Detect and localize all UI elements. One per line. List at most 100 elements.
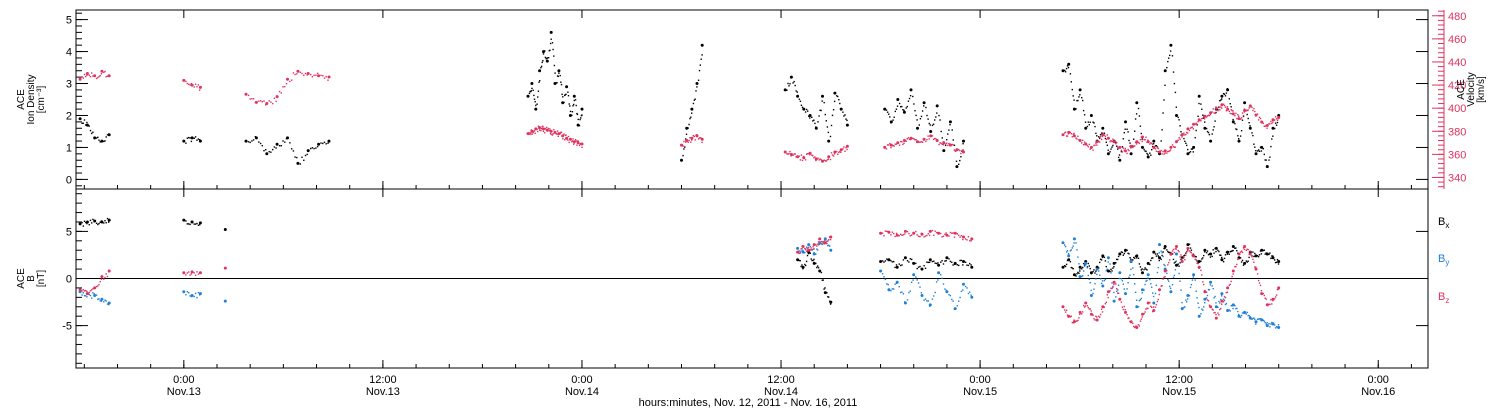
data-point (1239, 135, 1242, 137)
data-point (306, 149, 310, 153)
data-point (1106, 136, 1110, 140)
data-point (1209, 139, 1213, 143)
data-point (528, 92, 531, 95)
data-point (1252, 251, 1254, 253)
data-point (1173, 146, 1176, 148)
data-point (190, 83, 193, 85)
data-point (97, 285, 99, 287)
data-point (688, 139, 690, 142)
data-point (1174, 91, 1177, 94)
data-point (1077, 319, 1079, 322)
data-point (327, 142, 329, 144)
data-point (1089, 282, 1091, 284)
series-bz (78, 229, 1281, 329)
data-point (682, 145, 684, 147)
data-point (1095, 140, 1099, 144)
data-point (799, 251, 801, 253)
data-point (883, 261, 885, 263)
data-point (829, 245, 831, 247)
data-point (1107, 296, 1109, 299)
data-point (1247, 248, 1249, 251)
data-point (1146, 307, 1148, 309)
data-point (536, 103, 538, 105)
data-point (959, 296, 961, 299)
data-point (1254, 267, 1258, 271)
data-point (1121, 251, 1124, 254)
data-point (1184, 140, 1186, 142)
data-point (909, 258, 911, 260)
data-point (1072, 237, 1076, 241)
data-point (942, 149, 946, 153)
data-point (1133, 145, 1135, 148)
data-point (1094, 144, 1096, 146)
data-point (556, 82, 558, 84)
data-point (1124, 147, 1126, 150)
data-point (969, 262, 971, 265)
data-point (1268, 253, 1270, 256)
data-point (1208, 114, 1211, 117)
data-point (788, 152, 790, 155)
data-point (549, 128, 551, 130)
data-point (924, 298, 927, 300)
data-point (1201, 274, 1203, 276)
data-point (1126, 314, 1128, 316)
data-point (1124, 149, 1127, 153)
data-point (1122, 138, 1124, 140)
data-point (1174, 146, 1177, 148)
data-point (1100, 308, 1103, 310)
data-point (1263, 125, 1265, 127)
left-axis-title-line: ACE (16, 89, 27, 110)
data-point (899, 291, 902, 294)
data-point (1061, 133, 1065, 137)
data-point (908, 232, 910, 235)
data-point (81, 221, 83, 224)
data-point (929, 124, 931, 126)
data-point (1167, 150, 1169, 153)
data-point (185, 142, 187, 144)
data-point (1195, 256, 1197, 258)
data-point (86, 222, 88, 225)
data-point (1106, 144, 1108, 146)
data-point (572, 105, 574, 107)
data-point (1228, 110, 1230, 112)
data-point (1274, 327, 1277, 329)
data-point (945, 232, 947, 234)
data-point (299, 71, 301, 73)
data-point (263, 150, 265, 152)
data-point (960, 156, 962, 158)
data-point (1221, 98, 1223, 100)
data-point (804, 263, 806, 266)
data-point (829, 303, 832, 305)
data-point (1078, 317, 1080, 319)
data-point (78, 117, 82, 121)
data-point (818, 237, 822, 241)
data-point (106, 75, 109, 77)
data-point (571, 141, 573, 143)
data-point (1112, 267, 1114, 269)
data-point (1129, 274, 1131, 276)
data-point (1082, 304, 1085, 307)
data-point (247, 141, 250, 143)
data-point (915, 262, 917, 265)
data-point (580, 117, 582, 119)
data-point (958, 148, 960, 151)
data-point (787, 153, 789, 155)
data-point (1164, 247, 1166, 250)
data-point (185, 294, 187, 296)
data-point (1243, 261, 1247, 265)
data-point (1253, 143, 1255, 145)
data-point (1192, 276, 1194, 278)
data-point (1215, 111, 1217, 114)
data-point (1183, 255, 1185, 257)
data-point (1106, 294, 1108, 296)
data-point (796, 94, 800, 98)
data-point (905, 107, 907, 109)
data-point (1213, 126, 1215, 128)
data-point (799, 252, 801, 254)
data-point (189, 223, 191, 226)
data-point (1081, 275, 1083, 278)
data-point (1146, 269, 1148, 271)
data-point (1115, 283, 1117, 285)
data-point (91, 72, 93, 74)
series-pink (78, 69, 1281, 163)
